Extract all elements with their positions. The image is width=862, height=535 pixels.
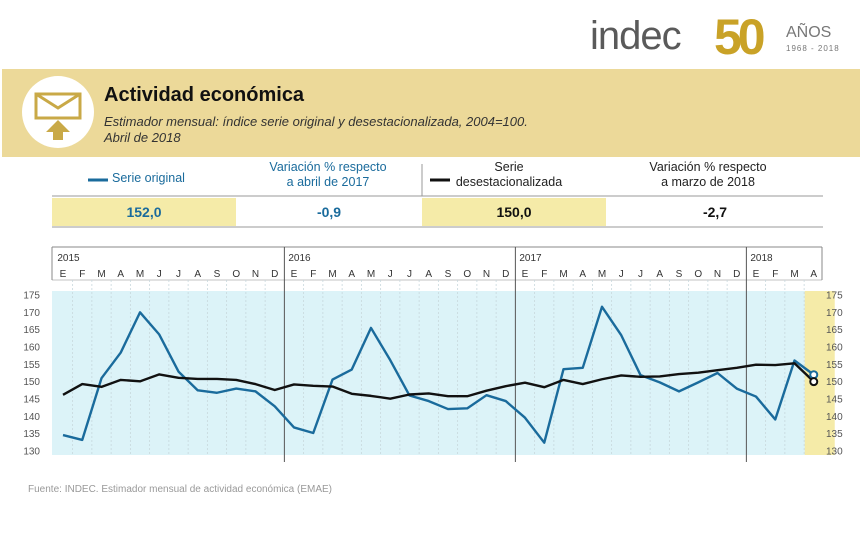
month-tick-label: J (388, 269, 393, 280)
y-tick-label-right: 150 (826, 377, 843, 388)
year-label: 2015 (57, 253, 80, 264)
y-tick-label-left: 175 (23, 291, 40, 302)
month-tick-label: J (638, 269, 643, 280)
y-tick-label-left: 135 (23, 429, 40, 440)
legend-desest-line2: desestacionalizada (455, 175, 563, 189)
source-note: Fuente: INDEC. Estimador mensual de acti… (28, 484, 333, 495)
month-tick-label: N (714, 269, 721, 280)
month-tick-label: M (328, 269, 336, 280)
y-tick-label-left: 145 (23, 395, 40, 406)
month-tick-label: A (579, 269, 586, 280)
month-tick-label: J (407, 269, 412, 280)
page-date: Abril de 2018 (104, 130, 181, 145)
legend-var-abril-line2: a abril de 2017 (286, 175, 370, 189)
y-tick-label-right: 155 (826, 360, 843, 371)
month-tick-label: E (522, 269, 529, 280)
chart-band (52, 291, 822, 455)
month-tick-label: S (214, 269, 221, 280)
y-tick-label-right: 140 (826, 412, 843, 423)
month-tick-label: J (157, 269, 162, 280)
month-tick-label: N (252, 269, 259, 280)
y-tick-label-left: 165 (23, 325, 40, 336)
page-subtitle: Estimador mensual: índice serie original… (104, 114, 528, 129)
header-banner: Actividad económica Estimador mensual: í… (2, 69, 860, 157)
logo-fifty: 50 (714, 9, 766, 65)
month-tick-label: M (598, 269, 606, 280)
month-tick-label: A (425, 269, 432, 280)
y-tick-label-left: 130 (23, 447, 40, 458)
y-tick-label-left: 170 (23, 308, 40, 319)
month-tick-label: O (232, 269, 240, 280)
month-tick-label: A (656, 269, 663, 280)
y-tick-label-left: 140 (23, 412, 40, 423)
month-tick-label: F (79, 269, 85, 280)
y-tick-label-left: 155 (23, 360, 40, 371)
year-label: 2017 (519, 253, 542, 264)
y-tick-label-right: 165 (826, 325, 843, 336)
last-point-marker (809, 377, 819, 387)
month-tick-label: O (694, 269, 702, 280)
month-tick-label: A (117, 269, 124, 280)
month-tick-label: M (790, 269, 798, 280)
month-tick-label: E (291, 269, 298, 280)
page-title: Actividad económica (104, 84, 305, 106)
month-tick-label: E (753, 269, 760, 280)
document-upload-icon (22, 76, 94, 148)
month-tick-label: S (445, 269, 452, 280)
month-tick-label: A (810, 269, 817, 280)
year-label: 2018 (750, 253, 773, 264)
logo-wordmark: indec (590, 14, 682, 58)
month-tick-label: D (271, 269, 278, 280)
y-tick-label-right: 175 (826, 291, 843, 302)
month-tick-label: J (176, 269, 181, 280)
value-serie-desest: 150,0 (422, 198, 606, 226)
month-tick-label: M (97, 269, 105, 280)
month-tick-label: N (483, 269, 490, 280)
logo-years: 1968 - 2018 (786, 44, 840, 53)
month-tick-label: F (310, 269, 316, 280)
month-tick-label: F (772, 269, 778, 280)
year-label: 2016 (288, 253, 311, 264)
legend-var-marzo-line2: a marzo de 2018 (661, 175, 755, 189)
value-serie-original: 152,0 (52, 198, 236, 226)
month-tick-label: A (348, 269, 355, 280)
legend-var-marzo-line1: Variación % respecto (649, 160, 767, 174)
y-tick-label-right: 145 (826, 395, 843, 406)
y-tick-label-left: 160 (23, 343, 40, 354)
legend-serie-original: Serie original (112, 171, 185, 185)
value-var-marzo: -2,7 (702, 204, 728, 220)
month-tick-label: D (733, 269, 740, 280)
month-tick-label: E (60, 269, 67, 280)
legend-serie-desest: Serie desestacionalizada (450, 160, 568, 196)
y-tick-label-right: 135 (826, 429, 843, 440)
month-tick-label: F (541, 269, 547, 280)
y-tick-label-left: 150 (23, 377, 40, 388)
logo-anos: AÑOS (786, 24, 832, 41)
month-tick-label: D (502, 269, 509, 280)
legend-var-abril: Variación % respecto a abril de 2017 (237, 160, 419, 196)
month-tick-label: O (463, 269, 471, 280)
month-tick-label: M (367, 269, 375, 280)
serie-desestacionalizada-line (62, 362, 815, 400)
summary-frame (52, 164, 823, 228)
serie-original-line (62, 305, 815, 444)
legend-var-marzo: Variación % respecto a marzo de 2018 (608, 160, 808, 196)
month-tick-label: A (194, 269, 201, 280)
y-tick-label-right: 130 (826, 447, 843, 458)
y-tick-label-right: 170 (826, 308, 843, 319)
indec-logo: indec 50 AÑOS 1968 - 2018 (590, 9, 850, 65)
y-tick-label-right: 160 (826, 343, 843, 354)
legend-desest-line1: Serie (494, 160, 524, 174)
month-tick-label: S (676, 269, 683, 280)
month-tick-label: M (559, 269, 567, 280)
month-tick-label: J (619, 269, 624, 280)
month-tick-label: M (136, 269, 144, 280)
value-var-abril: -0,9 (316, 204, 342, 220)
legend-var-abril-line1: Variación % respecto (269, 160, 387, 174)
